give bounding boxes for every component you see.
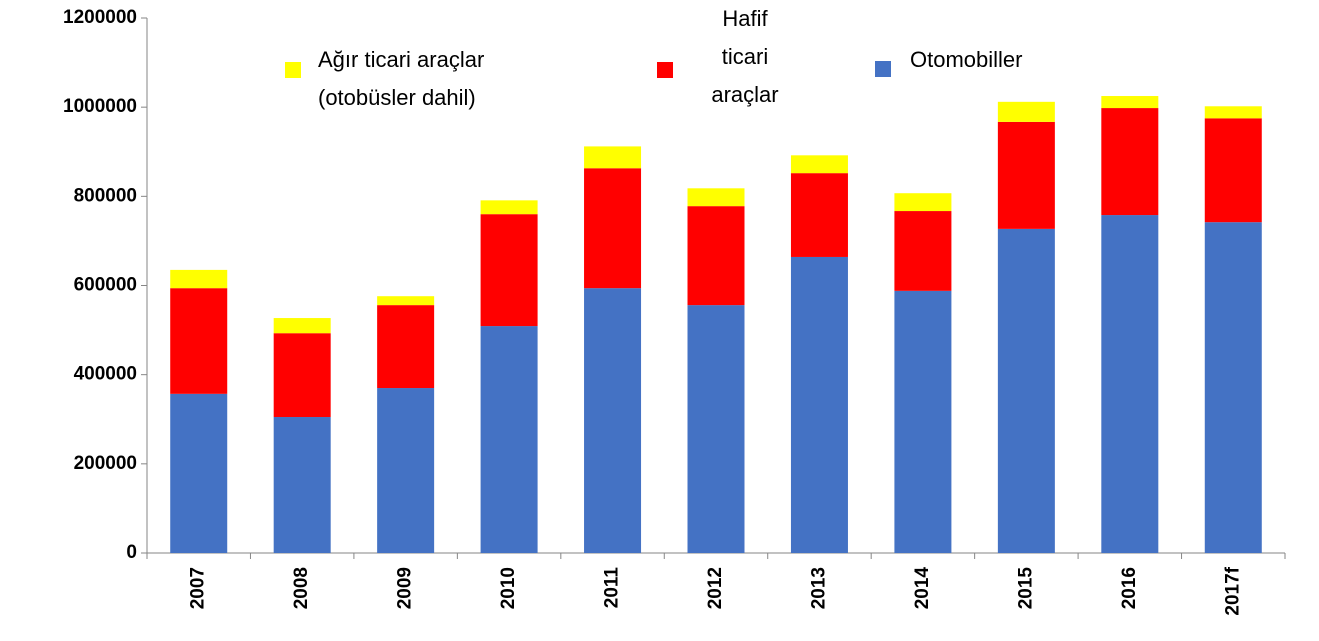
bar-segment [687, 305, 745, 553]
bar-segment [377, 296, 435, 306]
bar-segment [687, 188, 745, 207]
x-tick-label: 2014 [912, 567, 933, 610]
bar-segment [584, 146, 642, 169]
bar-segment [170, 288, 228, 394]
x-tick-label: 2009 [395, 567, 416, 609]
x-tick-label: 2015 [1015, 567, 1036, 610]
y-tick-label: 400000 [74, 364, 137, 385]
bar-segment [894, 211, 952, 291]
y-tick-label: 600000 [74, 275, 137, 296]
bar-segment [170, 269, 228, 289]
legend-swatch [875, 61, 891, 77]
bar-segment [687, 206, 745, 306]
x-tick-label: 2008 [291, 567, 312, 609]
legend-label: Ağır ticari araçlar (otobüsler dahil) [318, 47, 485, 110]
bar-segment [997, 121, 1055, 229]
bar-segment [1101, 108, 1159, 216]
bar-segment [894, 193, 952, 212]
x-tick-label: 2011 [602, 567, 623, 609]
bar-segment [480, 214, 538, 327]
bar-segment [790, 173, 848, 257]
bar-segment [377, 388, 435, 553]
bar-segment [1101, 215, 1159, 553]
legend-label: Hafif ticari araçlar [711, 6, 779, 107]
bar-segment [584, 168, 642, 289]
bar-segment [1101, 96, 1159, 109]
bar-segment [584, 288, 642, 553]
bar-segment [480, 200, 538, 215]
bar-segment [790, 256, 848, 553]
x-tick-label: 2017f [1222, 566, 1243, 615]
y-tick-label: 0 [126, 542, 137, 563]
bar-segment [273, 417, 331, 553]
bar-segment [377, 305, 435, 389]
y-tick-label: 1200000 [63, 7, 137, 28]
x-tick-label: 2013 [808, 567, 829, 609]
legend-swatch [285, 62, 301, 78]
bar-segment [273, 333, 331, 418]
x-tick-label: 2007 [188, 567, 209, 609]
x-tick-label: 2016 [1119, 567, 1140, 609]
y-tick-label: 800000 [74, 185, 137, 206]
y-tick-label: 1000000 [63, 96, 137, 117]
x-tick-label: 2012 [705, 567, 726, 609]
legend-swatch [657, 62, 673, 78]
bar-segment [997, 101, 1055, 122]
legend-label: Otomobiller [910, 47, 1023, 72]
x-tick-label: 2010 [498, 567, 519, 609]
bar-segment [790, 155, 848, 174]
bar-segment [480, 326, 538, 553]
bar-segment [273, 318, 331, 334]
bar-segment [997, 228, 1055, 554]
bar-segment [1204, 106, 1262, 119]
y-tick-label: 200000 [74, 453, 137, 474]
bar-segment [1204, 222, 1262, 554]
bar-segment [170, 393, 228, 553]
bar-segment [1204, 118, 1262, 223]
bar-segment [894, 290, 952, 553]
